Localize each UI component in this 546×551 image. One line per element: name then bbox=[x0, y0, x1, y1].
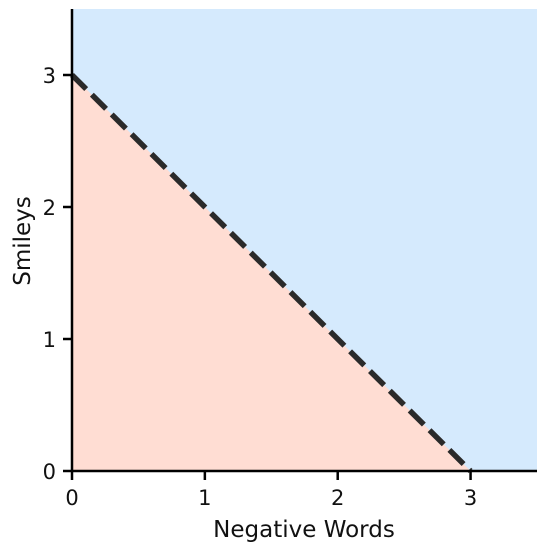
y-tick-label: 1 bbox=[43, 328, 56, 352]
ticks: 0 1 2 3 0 1 2 3 bbox=[43, 64, 478, 510]
x-axis-title: Negative Words bbox=[213, 517, 395, 543]
y-tick-label: 3 bbox=[43, 64, 56, 88]
x-tick-label: 2 bbox=[331, 486, 344, 510]
x-tick-label: 1 bbox=[198, 486, 211, 510]
y-axis-title: Smileys bbox=[10, 196, 36, 286]
y-tick-label: 2 bbox=[43, 196, 56, 220]
x-tick-label: 0 bbox=[65, 486, 78, 510]
plot-area bbox=[70, 9, 537, 473]
decision-boundary-line bbox=[70, 73, 473, 473]
axes bbox=[70, 9, 537, 473]
y-tick-label: 0 bbox=[43, 460, 56, 484]
x-tick-label: 3 bbox=[464, 486, 477, 510]
